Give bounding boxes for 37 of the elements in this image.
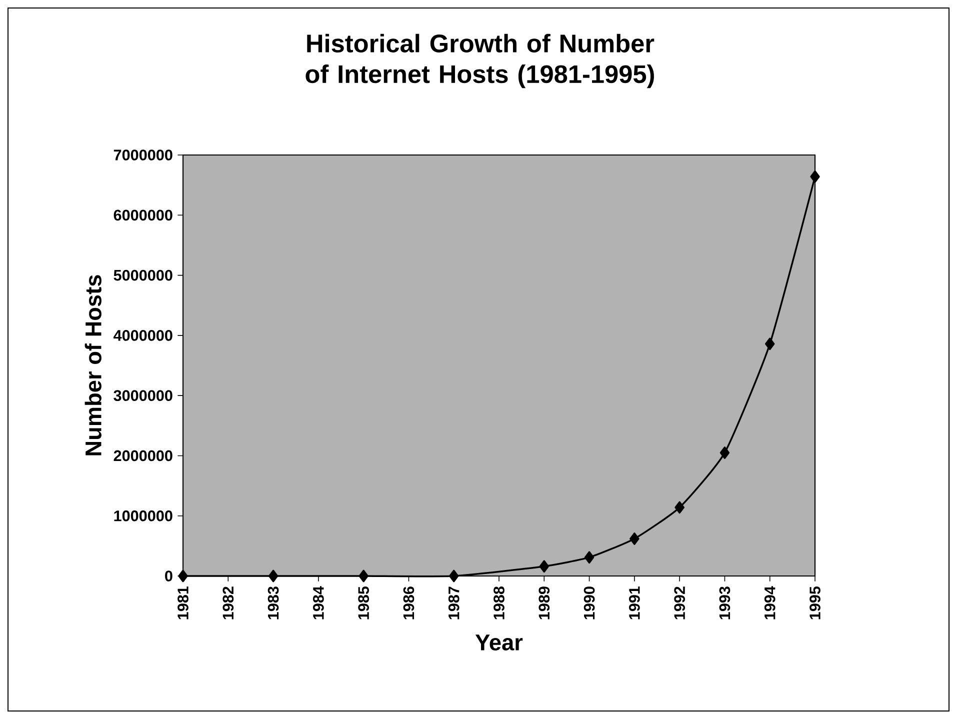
x-tick-label: 1991 xyxy=(629,586,640,620)
x-tick-label: 1993 xyxy=(719,586,730,620)
point xyxy=(358,570,368,582)
x-tick-label: 1995 xyxy=(810,586,820,620)
x-tick-label: 1992 xyxy=(674,586,686,620)
y-axis-title: Number of Hosts xyxy=(84,275,102,456)
x-tick-label: 1983 xyxy=(268,586,279,620)
y-tick-label: 7000000 xyxy=(114,150,172,160)
point xyxy=(448,570,459,582)
point xyxy=(539,560,550,573)
y-tick-label: 3000000 xyxy=(114,390,172,402)
y-tick-label: 6000000 xyxy=(114,210,172,221)
chart-title: Historical Growth of Number of Internet Hosts (1981-1995) xyxy=(306,34,654,88)
y-tick-label: 0 xyxy=(165,570,172,582)
x-tick-label: 1982 xyxy=(222,586,234,620)
x-tick-label: 1984 xyxy=(313,586,324,620)
point xyxy=(674,501,684,514)
y-tick-label: 4000000 xyxy=(114,330,172,341)
point xyxy=(584,551,594,564)
point xyxy=(810,170,820,183)
point xyxy=(178,570,188,582)
y-tick-label: 5000000 xyxy=(114,270,172,281)
point xyxy=(720,446,730,459)
x-tick-label: 1987 xyxy=(448,586,460,620)
point xyxy=(630,532,640,545)
x-tick-label: 1981 xyxy=(178,586,188,620)
x-tick-label: 1985 xyxy=(358,586,369,620)
point xyxy=(268,570,278,582)
x-axis-title: Year xyxy=(475,634,523,650)
x-tick-label: 1988 xyxy=(494,586,504,620)
x-tick-label: 1986 xyxy=(403,586,414,620)
x-tick-label: 1989 xyxy=(538,586,550,620)
x-tick-label: 1990 xyxy=(584,586,595,620)
x-tick-label: 1994 xyxy=(764,586,776,620)
y-tick-label: 2000000 xyxy=(114,450,172,462)
y-tick-label: 1000000 xyxy=(114,510,172,522)
point xyxy=(764,338,775,350)
